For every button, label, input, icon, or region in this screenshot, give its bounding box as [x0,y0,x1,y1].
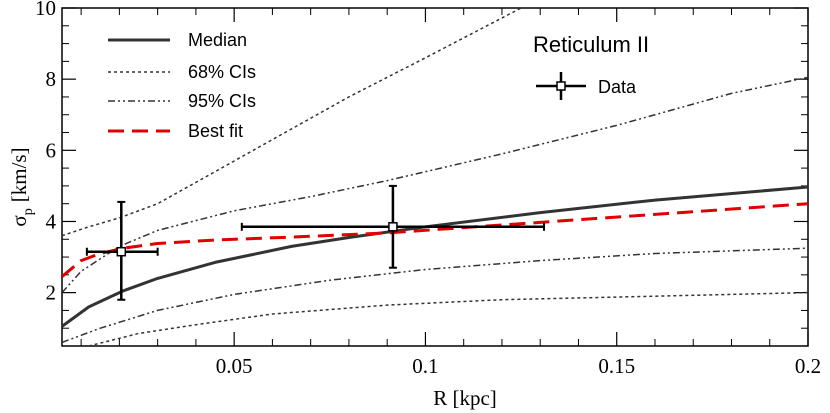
series-95-ci-upper [62,76,808,294]
x-tick-label: 0.2 [795,354,821,378]
chart-title: Reticulum II [533,32,649,57]
series-layer [62,8,808,346]
series-95-ci-lower [62,247,808,344]
y-axis-title: σp [km/s] [7,147,36,226]
y-tick-label: 4 [46,209,57,233]
data-legend: Data [536,72,637,100]
data-point-marker [116,246,127,257]
legend-bestfit-label: Best fit [188,121,243,141]
y-tick-label: 10 [35,0,56,20]
y-axis-units: [km/s] [7,147,31,202]
x-tick-label: 0.1 [412,354,438,378]
svg-text:σp[km/s]: σp [km/s] [7,147,36,226]
x-tick-label: 0.05 [216,354,253,378]
series-68-ci-upper [62,8,522,237]
series-68-ci-lower [88,291,808,346]
x-tick-label: 0.15 [598,354,635,378]
axis-ticks: 0.05 0.1 0.15 0.2 2 4 6 8 10 [35,0,821,378]
legend-95ci-label: 95% CIs [188,91,256,111]
y-axis-symbol: σ [7,215,31,226]
data-legend-marker [556,81,566,91]
series-best-fit [62,202,808,278]
plot-frame [61,7,809,347]
y-tick-label: 8 [46,67,57,91]
data-legend-label: Data [598,77,637,97]
legend-median-label: Median [188,30,247,50]
y-axis-subscript: p [21,208,36,215]
legend-68ci-label: 68% CIs [188,62,256,82]
series-median [62,185,808,328]
y-tick-label: 6 [46,138,57,162]
legend: Median 68% CIs 95% CIs Best fit [108,30,256,141]
y-tick-label: 2 [46,281,57,305]
data-points-layer [85,184,546,301]
data-point-marker [388,222,398,232]
x-axis-title: R [kpc] [433,386,497,410]
